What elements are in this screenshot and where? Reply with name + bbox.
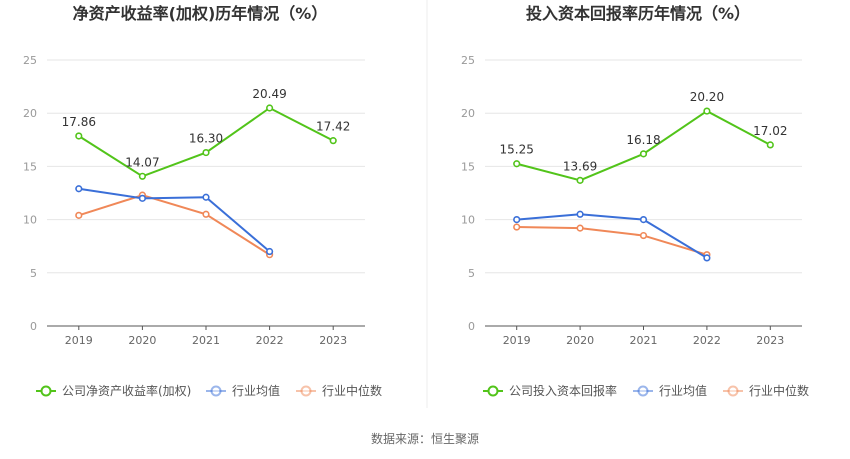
y-tick-label: 20	[461, 107, 475, 120]
x-tick-label: 2020	[128, 334, 156, 347]
x-tick-label: 2020	[566, 334, 594, 347]
data-point	[576, 224, 584, 232]
y-tick-label: 15	[461, 160, 475, 173]
y-tick-label: 5	[30, 267, 37, 280]
data-point	[202, 210, 210, 218]
series-line-1	[516, 213, 708, 259]
data-point	[75, 132, 83, 140]
data-point	[639, 231, 648, 240]
y-tick-label: 20	[23, 107, 37, 120]
y-tick-label: 5	[468, 267, 475, 280]
data-point	[576, 176, 584, 184]
x-tick-label: 2019	[65, 334, 93, 347]
legend-label: 行业均值	[659, 383, 707, 398]
y-tick-label: 0	[468, 320, 475, 333]
x-tick-label: 2022	[256, 334, 284, 347]
legend-swatch-marker	[727, 385, 739, 397]
data-point	[513, 216, 521, 224]
legend-swatch-marker	[40, 385, 52, 397]
x-tick-label: 2022	[693, 334, 721, 347]
x-tick-label: 2021	[192, 334, 220, 347]
data-label: 13.69	[563, 159, 597, 173]
roic-chart-panel: 投入资本回报率历年情况（%） 0 5 10 15 20 25 2019 2020 2021 2022…	[461, 4, 809, 398]
legend-swatch-marker	[210, 385, 222, 397]
data-label: 17.86	[62, 115, 96, 129]
legend-label: 行业均值	[232, 383, 280, 398]
x-tick-label: 2023	[319, 334, 347, 347]
x-tick-label: 2021	[630, 334, 658, 347]
series-line-2	[516, 226, 708, 256]
series-line-2	[78, 194, 271, 256]
legend-label: 公司投入资本回报率	[509, 383, 617, 398]
y-tick-label: 0	[30, 320, 37, 333]
chart-title: 投入资本回报率历年情况（%）	[526, 4, 750, 23]
data-point	[138, 194, 146, 202]
data-point	[202, 148, 210, 157]
data-point	[513, 160, 521, 168]
roe-chart-panel: 净资产收益率(加权)历年情况（%） 0 5 10 15 20 25 2019 2020 2021 2…	[23, 4, 382, 398]
data-point	[513, 223, 521, 231]
data-point	[75, 211, 83, 219]
data-point	[266, 104, 274, 112]
data-source-footer: 数据来源：恒生聚源	[371, 431, 479, 446]
data-label: 17.42	[316, 120, 350, 134]
data-point	[576, 210, 584, 218]
data-label: 15.25	[500, 143, 534, 157]
legend-label: 行业中位数	[749, 383, 809, 398]
data-point	[138, 172, 146, 180]
data-point	[202, 193, 210, 201]
data-label: 20.20	[690, 90, 724, 104]
data-point	[639, 216, 648, 224]
data-label: 17.02	[753, 124, 787, 138]
series-line-1	[78, 187, 271, 253]
legend-label: 行业中位数	[322, 383, 382, 398]
data-label: 16.18	[626, 133, 660, 147]
data-point	[75, 185, 83, 193]
legend-swatch-marker	[487, 385, 499, 397]
y-tick-label: 25	[23, 54, 37, 67]
data-point	[766, 141, 774, 149]
legend-swatch-marker	[300, 385, 312, 397]
data-point	[329, 137, 337, 145]
data-label: 20.49	[252, 87, 286, 101]
x-tick-label: 2019	[503, 334, 531, 347]
legend-label: 公司净资产收益率(加权)	[62, 383, 191, 398]
data-point	[639, 150, 648, 158]
y-tick-label: 15	[23, 160, 37, 173]
data-label: 16.30	[189, 132, 223, 146]
legend-swatch-marker	[637, 385, 649, 397]
x-tick-label: 2023	[756, 334, 784, 347]
data-point	[703, 254, 711, 262]
data-label: 14.07	[125, 155, 159, 169]
data-point	[703, 107, 711, 115]
y-tick-label: 10	[23, 214, 37, 227]
data-point	[266, 247, 274, 256]
chart-title: 净资产收益率(加权)历年情况（%）	[73, 4, 328, 23]
y-tick-label: 25	[461, 54, 475, 67]
y-tick-label: 10	[461, 214, 475, 227]
